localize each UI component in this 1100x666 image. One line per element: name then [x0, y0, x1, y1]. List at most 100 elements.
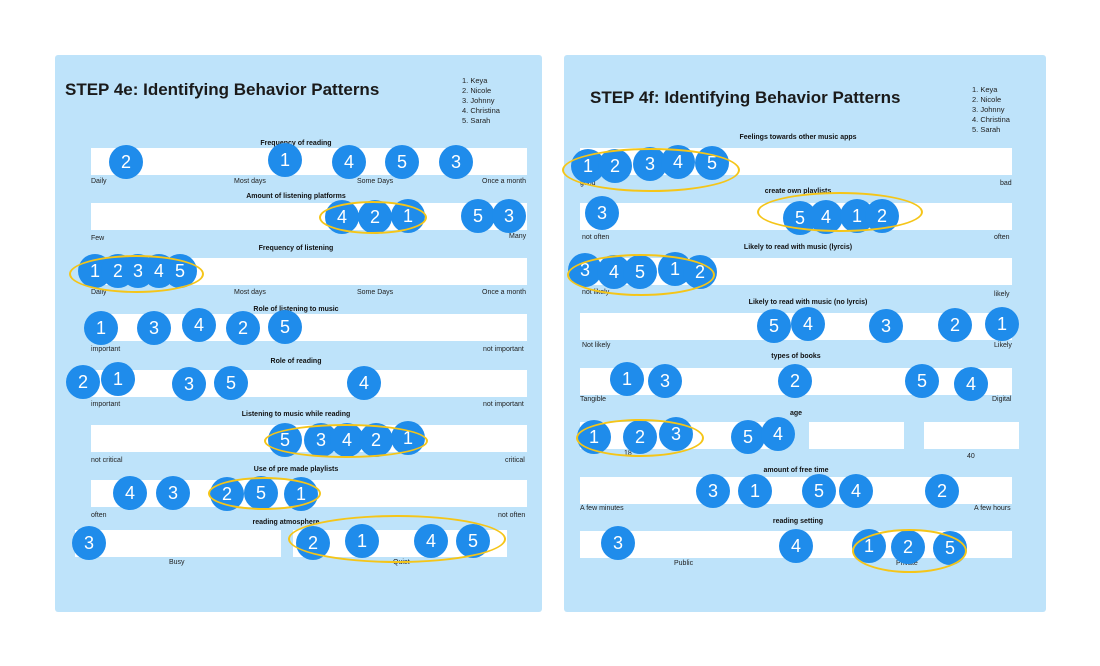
participant-dot[interactable]: 5	[731, 420, 765, 454]
row-title: create own playlists	[764, 188, 832, 195]
participant-dot[interactable]: 2	[778, 364, 812, 398]
scale-label: Most days	[234, 289, 266, 296]
scale-label: Digital	[992, 396, 1012, 403]
participant-dot[interactable]: 1	[738, 474, 772, 508]
participant-dot[interactable]: 3	[72, 526, 106, 560]
participant-dot[interactable]: 3	[172, 367, 206, 401]
legend-item: 5. Sarah	[972, 125, 1001, 134]
participant-dot[interactable]: 5	[905, 364, 939, 398]
highlight-circle	[69, 255, 204, 293]
participant-dot[interactable]: 2	[109, 145, 143, 179]
participant-dot[interactable]: 3	[696, 474, 730, 508]
scale-label: often	[91, 512, 107, 519]
participant-dot[interactable]: 1	[610, 362, 644, 396]
scale-label: not often	[582, 234, 610, 241]
scale-label: Likely	[994, 342, 1012, 349]
highlight-circle	[264, 424, 428, 458]
participant-dot[interactable]: 5	[757, 309, 791, 343]
scale-label: bad	[1000, 180, 1012, 187]
participant-dot[interactable]: 2	[226, 311, 260, 345]
participant-dot[interactable]: 4	[332, 145, 366, 179]
highlight-circle	[208, 477, 321, 510]
scale-label: likely	[994, 291, 1010, 298]
legend-item: 4. Christina	[462, 106, 500, 115]
row-title: Amount of listening platforms	[246, 193, 346, 200]
scale-label: Some Days	[357, 289, 394, 296]
participant-dot[interactable]: 4	[839, 474, 873, 508]
scale-label: often	[994, 234, 1010, 241]
scale-label: not important	[483, 346, 524, 353]
row-title: Frequency of reading	[260, 140, 332, 147]
participant-dot[interactable]: 4	[182, 308, 216, 342]
scale-label: Some Days	[357, 178, 394, 185]
scale-label: not important	[483, 401, 524, 408]
participant-dot[interactable]: 1	[268, 143, 302, 177]
row-title: Likely to read with music (no lyrcis)	[748, 299, 868, 306]
scale-label: critical	[505, 457, 525, 464]
participant-dot[interactable]: 2	[66, 365, 100, 399]
participant-dot[interactable]: 5	[461, 199, 495, 233]
scale-bar	[91, 370, 527, 397]
row-title: reading atmosphere	[252, 519, 320, 526]
scale-label: 40	[967, 453, 975, 460]
participant-dot[interactable]: 5	[802, 474, 836, 508]
row-title: Likely to read with music (lyrcis)	[743, 244, 853, 251]
participant-dot[interactable]: 3	[137, 311, 171, 345]
participant-dot[interactable]: 3	[648, 364, 682, 398]
participant-dot[interactable]: 2	[925, 474, 959, 508]
participant-dot[interactable]: 3	[585, 196, 619, 230]
participant-dot[interactable]: 5	[214, 366, 248, 400]
highlight-circle	[757, 192, 923, 232]
participant-legend: 1. Keya 2. Nicole 3. Johnny 4. Christina 5. …	[462, 76, 500, 126]
scale-label: Most days	[234, 178, 266, 185]
participant-dot[interactable]: 4	[954, 367, 988, 401]
row-title: Feelings towards other music apps	[739, 134, 857, 141]
participant-dot[interactable]: 4	[791, 307, 825, 341]
row-title: amount of free time	[763, 467, 829, 474]
row-title: Role of listening to music	[253, 306, 339, 313]
scale-label: Daily	[91, 178, 107, 185]
participant-dot[interactable]: 2	[938, 308, 972, 342]
scale-label: not likely	[582, 289, 610, 296]
legend-item: 4. Christina	[972, 115, 1010, 124]
participant-dot[interactable]: 1	[101, 362, 135, 396]
scale-label: A few hours	[974, 505, 1011, 512]
scale-label: not critical	[91, 457, 123, 464]
row-title: Listening to music while reading	[241, 411, 351, 418]
participant-dot[interactable]: 4	[761, 417, 795, 451]
scale-label: A few minutes	[580, 505, 624, 512]
panel-title: STEP 4e: Identifying Behavior Patterns	[65, 80, 380, 99]
participant-dot[interactable]: 3	[492, 199, 526, 233]
scale-label: not often	[498, 512, 526, 519]
participant-dot[interactable]: 3	[869, 309, 903, 343]
row-title: Frequency of listening	[258, 245, 334, 252]
participant-dot[interactable]: 4	[113, 476, 147, 510]
row-title: Use of pre made playlists	[253, 466, 339, 473]
highlight-circle	[852, 529, 967, 573]
highlight-circle	[319, 201, 427, 234]
scale-label: Many	[509, 233, 527, 240]
participant-dot[interactable]: 5	[268, 310, 302, 344]
legend-item: 5. Sarah	[462, 116, 491, 125]
participant-dot[interactable]: 3	[156, 476, 190, 510]
scale-label: Tangible	[580, 396, 607, 403]
participant-dot[interactable]: 3	[439, 145, 473, 179]
scale-bar	[75, 530, 281, 557]
panel-title: STEP 4f: Identifying Behavior Patterns	[590, 88, 901, 107]
scale-bar	[924, 422, 1019, 449]
participant-dot[interactable]: 1	[84, 311, 118, 345]
scale-label: Few	[91, 235, 105, 242]
legend-item: 1. Keya	[462, 76, 488, 85]
scale-label: Daily	[91, 289, 107, 296]
legend-item: 3. Johnny	[972, 105, 1005, 114]
row-title: reading setting	[772, 518, 824, 525]
participant-dot[interactable]: 3	[601, 526, 635, 560]
participant-dot[interactable]: 1	[985, 307, 1019, 341]
highlight-circle	[576, 419, 704, 457]
participant-dot[interactable]: 4	[347, 366, 381, 400]
highlight-circle	[567, 254, 715, 296]
participant-dot[interactable]: 4	[779, 529, 813, 563]
participant-dot[interactable]: 5	[385, 145, 419, 179]
scale-label: Once a month	[482, 289, 526, 296]
scale-label: Public	[674, 560, 694, 567]
